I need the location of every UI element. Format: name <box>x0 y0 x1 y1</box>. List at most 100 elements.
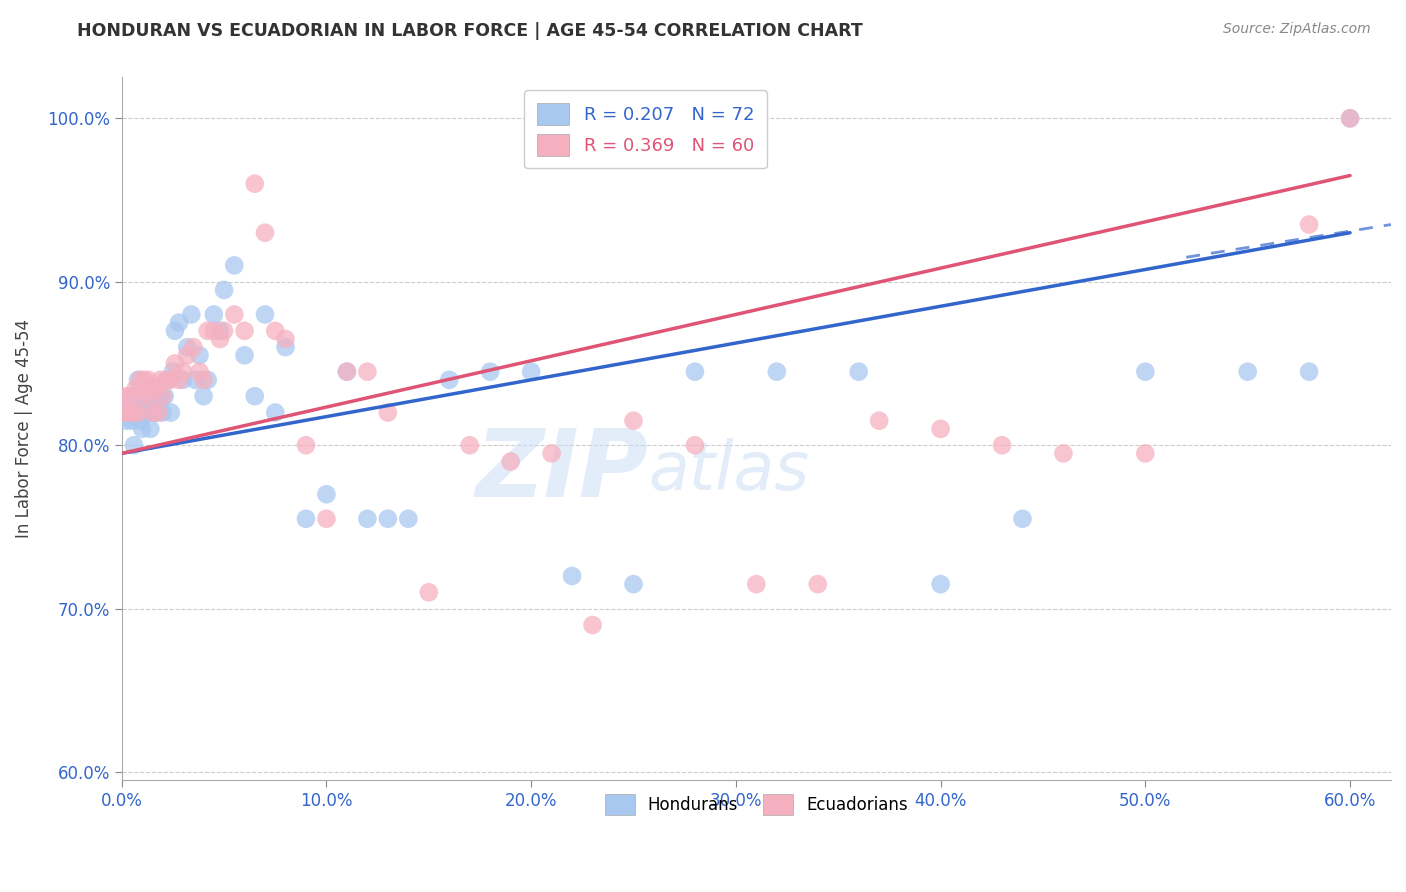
Point <box>274 332 297 346</box>
Point <box>1339 112 1361 126</box>
Point <box>197 324 219 338</box>
Point <box>264 324 287 338</box>
Point <box>141 405 163 419</box>
Point <box>180 308 202 322</box>
Point <box>127 405 149 419</box>
Point <box>623 414 645 428</box>
Point <box>1135 365 1157 379</box>
Point <box>1339 112 1361 126</box>
Point <box>929 422 952 436</box>
Point <box>121 405 143 419</box>
Point <box>143 405 166 419</box>
Point <box>131 389 153 403</box>
Point <box>131 422 153 436</box>
Point <box>152 405 174 419</box>
Point <box>153 389 176 403</box>
Point <box>125 389 148 403</box>
Point <box>208 332 231 346</box>
Point <box>848 365 870 379</box>
Point <box>112 405 135 419</box>
Point <box>172 365 194 379</box>
Point <box>131 389 153 403</box>
Point <box>159 405 181 419</box>
Point <box>581 618 603 632</box>
Point <box>139 389 162 403</box>
Point <box>295 512 318 526</box>
Point <box>117 405 139 419</box>
Point <box>377 405 399 419</box>
Point <box>540 446 562 460</box>
Point <box>188 365 211 379</box>
Point <box>233 348 256 362</box>
Point <box>1011 512 1033 526</box>
Point <box>224 308 246 322</box>
Legend: Hondurans, Ecuadorians: Hondurans, Ecuadorians <box>595 784 918 825</box>
Point <box>176 348 198 362</box>
Point <box>121 397 143 411</box>
Point <box>114 414 136 428</box>
Point <box>136 373 159 387</box>
Point <box>122 405 145 419</box>
Point <box>193 373 215 387</box>
Text: ZIP: ZIP <box>475 425 648 517</box>
Point <box>114 389 136 403</box>
Point <box>148 405 170 419</box>
Point <box>253 308 276 322</box>
Point <box>264 405 287 419</box>
Point <box>112 405 135 419</box>
Point <box>176 340 198 354</box>
Point <box>167 316 190 330</box>
Point <box>418 585 440 599</box>
Point <box>125 405 148 419</box>
Point <box>117 397 139 411</box>
Point <box>807 577 830 591</box>
Point <box>184 373 207 387</box>
Point <box>129 373 152 387</box>
Point <box>149 373 172 387</box>
Point <box>172 373 194 387</box>
Point <box>121 414 143 428</box>
Point <box>163 356 186 370</box>
Point <box>458 438 481 452</box>
Point <box>118 405 141 419</box>
Text: HONDURAN VS ECUADORIAN IN LABOR FORCE | AGE 45-54 CORRELATION CHART: HONDURAN VS ECUADORIAN IN LABOR FORCE | … <box>77 22 863 40</box>
Point <box>183 340 205 354</box>
Point <box>122 389 145 403</box>
Point <box>197 373 219 387</box>
Point <box>156 373 179 387</box>
Point <box>377 512 399 526</box>
Point <box>129 414 152 428</box>
Point <box>212 283 235 297</box>
Point <box>274 340 297 354</box>
Text: atlas: atlas <box>648 438 810 504</box>
Point <box>233 324 256 338</box>
Point <box>683 365 706 379</box>
Point <box>117 405 139 419</box>
Point <box>156 373 179 387</box>
Y-axis label: In Labor Force | Age 45-54: In Labor Force | Age 45-54 <box>15 319 32 539</box>
Point <box>122 438 145 452</box>
Point <box>159 373 181 387</box>
Point <box>243 389 266 403</box>
Point <box>114 397 136 411</box>
Point <box>212 324 235 338</box>
Point <box>139 422 162 436</box>
Point <box>167 373 190 387</box>
Point <box>1236 365 1258 379</box>
Point <box>127 373 149 387</box>
Point <box>356 512 378 526</box>
Point <box>121 405 143 419</box>
Point <box>127 405 149 419</box>
Point <box>224 259 246 273</box>
Point <box>243 177 266 191</box>
Point <box>145 381 167 395</box>
Point <box>991 438 1014 452</box>
Point <box>129 405 152 419</box>
Point <box>745 577 768 591</box>
Point <box>162 365 184 379</box>
Point <box>295 438 318 452</box>
Point <box>202 308 225 322</box>
Point <box>145 405 167 419</box>
Point <box>135 405 157 419</box>
Point <box>188 348 211 362</box>
